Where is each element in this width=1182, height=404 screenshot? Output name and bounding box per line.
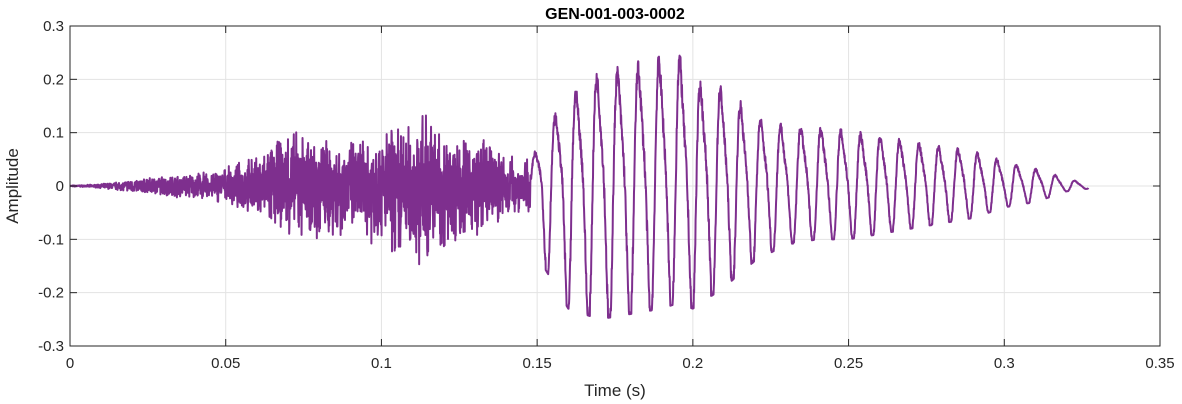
x-axis-label: Time (s): [584, 381, 646, 400]
tick-marks: [69, 25, 1161, 347]
y-tick-label: 0: [56, 178, 64, 195]
y-tick-label: 0.3: [43, 18, 64, 35]
x-tick-label: 0: [66, 355, 74, 372]
y-tick-labels: -0.3 -0.2 -0.1 0 0.1 0.2 0.3: [38, 18, 64, 355]
signal-line: [69, 54, 1090, 319]
x-tick-label: 0.35: [1145, 355, 1174, 372]
x-tick-label: 0.1: [371, 355, 392, 372]
x-tick-label: 0.3: [994, 355, 1015, 372]
x-tick-label: 0.15: [523, 355, 552, 372]
x-tick-label: 0.2: [682, 355, 703, 372]
y-tick-label: 0.2: [43, 71, 64, 88]
signal-series: [69, 54, 1090, 319]
chart-title: GEN-001-003-0002: [545, 6, 685, 23]
y-tick-label: 0.1: [43, 125, 64, 142]
y-tick-label: -0.2: [38, 285, 64, 302]
y-axis-label: Amplitude: [3, 148, 22, 224]
x-tick-label: 0.25: [834, 355, 863, 372]
x-tick-label: 0.05: [211, 355, 240, 372]
y-tick-label: -0.3: [38, 338, 64, 355]
y-tick-label: -0.1: [38, 231, 64, 248]
x-tick-labels: 0 0.05 0.1 0.15 0.2 0.25 0.3 0.35: [66, 355, 1175, 372]
